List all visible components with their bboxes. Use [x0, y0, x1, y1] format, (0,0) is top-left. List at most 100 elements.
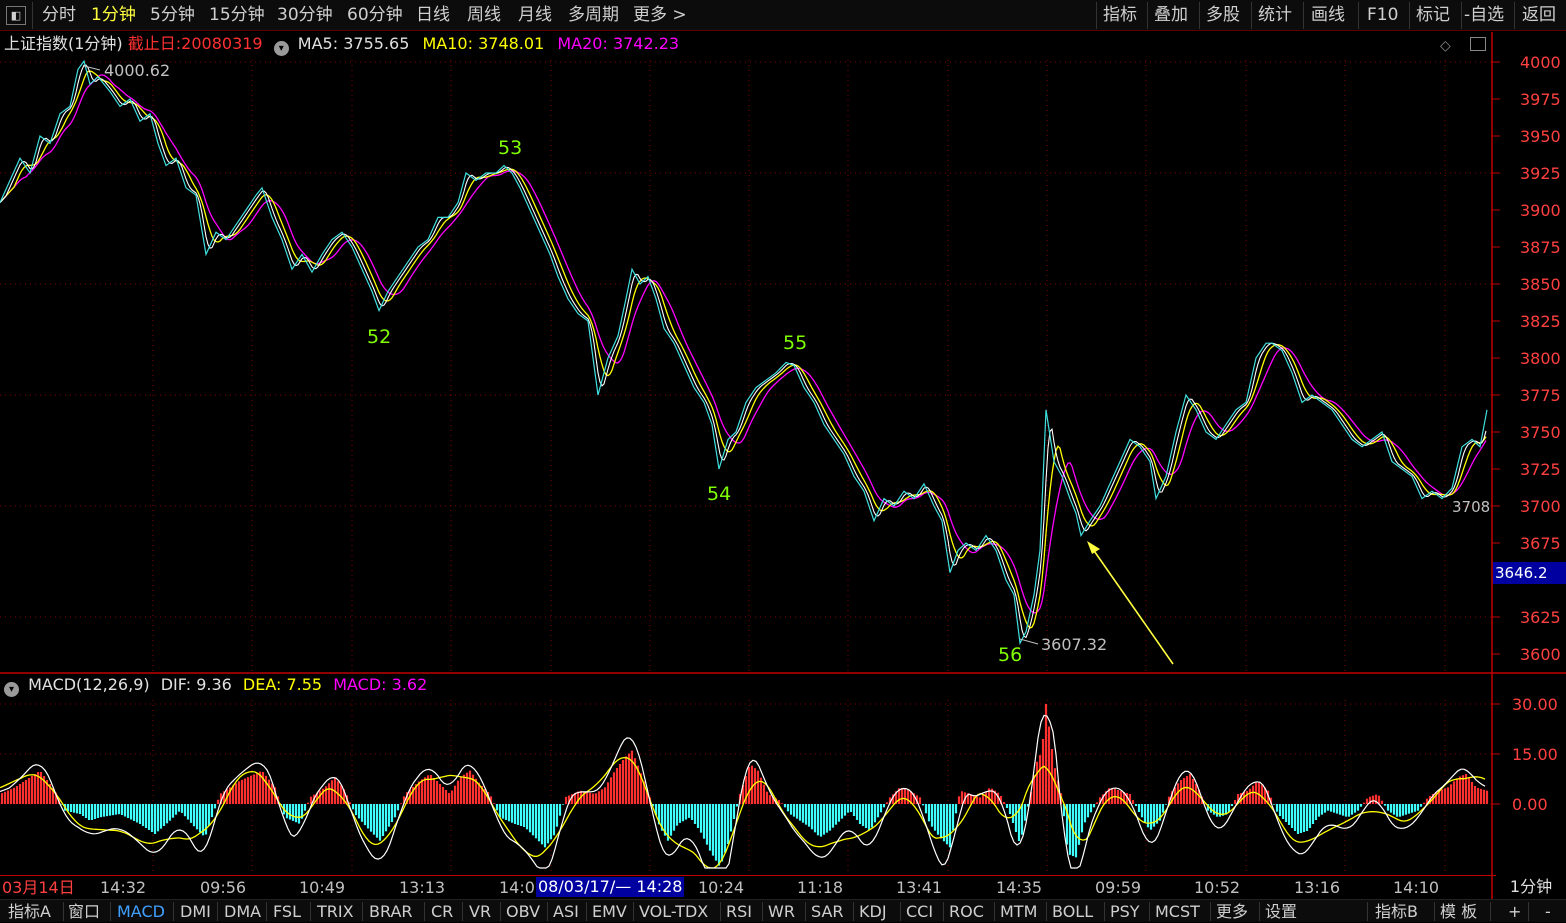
time-label: 03月14日: [2, 878, 75, 897]
ma20-label: MA20:: [557, 34, 608, 53]
annotation-arrowhead: [1087, 541, 1100, 554]
indicator-more[interactable]: 更多: [1216, 902, 1249, 921]
dea-line: [0, 756, 1486, 869]
indicator-b-tab[interactable]: 指标B: [1375, 902, 1418, 921]
overlay-button[interactable]: 叠加: [1154, 5, 1188, 25]
diamond-icon[interactable]: ◇: [1440, 38, 1451, 54]
indicator-fsl[interactable]: FSL: [273, 902, 301, 921]
macd-name: MACD(12,26,9): [28, 675, 150, 694]
macd-tick-label: 30.00: [1512, 695, 1558, 714]
tab-5min[interactable]: 5分钟: [150, 5, 195, 25]
indicator-obv[interactable]: OBV: [506, 902, 541, 921]
indicator-cci[interactable]: CCI: [906, 902, 934, 921]
price-tick-label: 3975: [1520, 90, 1561, 109]
tab-daily[interactable]: 日线: [416, 5, 450, 25]
tab-1min[interactable]: 1分钟: [91, 5, 136, 25]
time-label: 10:24: [698, 878, 745, 897]
price-tick-label: 3750: [1520, 423, 1561, 442]
mark-button[interactable]: 标记: [1416, 5, 1450, 25]
indicator-a-tab[interactable]: 指标A: [8, 902, 51, 921]
price-tick-label: 3775: [1520, 386, 1561, 405]
indicator-dmi[interactable]: DMI: [180, 902, 211, 921]
index-name: 上证指数(1分钟): [4, 34, 123, 53]
window-menu-icon[interactable]: ◧: [6, 6, 26, 25]
indicator-mtm[interactable]: MTM: [1000, 902, 1038, 921]
f10-button[interactable]: F10: [1367, 5, 1399, 25]
tab-multi-period[interactable]: 多周期: [568, 5, 619, 25]
indicator-trix[interactable]: TRIX: [317, 902, 354, 921]
time-label: 10:49: [299, 878, 346, 897]
indicator-kdj[interactable]: KDJ: [859, 902, 887, 921]
macd-tick-label: 0.00: [1512, 795, 1548, 814]
tab-weekly[interactable]: 周线: [467, 5, 501, 25]
indicator-mcst[interactable]: MCST: [1155, 902, 1200, 921]
time-label: 13:13: [399, 878, 446, 897]
current-price-tag: 3646.2: [1493, 562, 1566, 584]
ma5-value: 3755.65: [343, 34, 410, 53]
zoom-in-button[interactable]: +: [1508, 902, 1522, 921]
indicator-cr[interactable]: CR: [431, 902, 454, 921]
indicator-asi[interactable]: ASI: [553, 902, 579, 921]
ma10-label: MA10:: [422, 34, 473, 53]
panel-toggle-icon[interactable]: [1470, 37, 1486, 51]
draw-line-button[interactable]: 画线: [1311, 5, 1345, 25]
ma20-value: 3742.23: [612, 34, 680, 53]
price-tick-label: 3850: [1520, 275, 1561, 294]
period-label: 1分钟: [1496, 875, 1566, 899]
price-tick-label: 3825: [1520, 312, 1561, 331]
last-price-label: 3708: [1452, 498, 1490, 516]
price-tick-label: 3950: [1520, 127, 1561, 146]
tab-monthly[interactable]: 月线: [518, 5, 552, 25]
macd-value: 3.62: [391, 675, 428, 694]
indicator-wr[interactable]: WR: [768, 902, 795, 921]
dea-value: 7.55: [286, 675, 323, 694]
wave-label-55: 55: [783, 332, 807, 354]
ma20-line: [0, 74, 1487, 614]
statistics-button[interactable]: 统计: [1258, 5, 1292, 25]
window-tab[interactable]: 窗口: [68, 902, 101, 921]
indicator-dma[interactable]: DMA: [224, 902, 262, 921]
macd-label: MACD:: [333, 675, 387, 694]
indicator-emv[interactable]: EMV: [592, 902, 627, 921]
indicator-psy[interactable]: PSY: [1110, 902, 1140, 921]
indicator-brar[interactable]: BRAR: [369, 902, 413, 921]
indicator-macd[interactable]: MACD: [117, 902, 165, 921]
low-price-label: 3607.32: [1041, 635, 1107, 654]
indicator-bar: 指标A 窗口 MACD DMI DMA FSL TRIX BRAR CR VR …: [0, 899, 1566, 922]
settings-tab[interactable]: 设置: [1265, 902, 1298, 921]
indicator-rsi[interactable]: RSI: [726, 902, 752, 921]
time-label: 09:56: [200, 878, 247, 897]
price-tick-label: 3675: [1520, 534, 1561, 553]
macd-toggle-icon[interactable]: ▾: [4, 682, 19, 697]
price-tick-label: 3925: [1520, 164, 1561, 183]
wave-label-53: 53: [498, 137, 522, 159]
tab-15min[interactable]: 15分钟: [209, 5, 265, 25]
price-tick-label: 3875: [1520, 238, 1561, 257]
back-button[interactable]: 返回: [1522, 5, 1556, 25]
indicator-roc[interactable]: ROC: [949, 902, 984, 921]
tab-more[interactable]: 更多 >: [633, 5, 687, 25]
remove-favorite-button[interactable]: -自选: [1464, 5, 1505, 25]
indicator-button[interactable]: 指标: [1103, 5, 1137, 25]
price-tick-label: 3800: [1520, 349, 1561, 368]
multi-stock-button[interactable]: 多股: [1206, 5, 1240, 25]
time-label: 09:59: [1095, 878, 1142, 897]
indicator-boll[interactable]: BOLL: [1052, 902, 1094, 921]
template-tab[interactable]: 模 板: [1440, 902, 1478, 921]
indicator-vol-tdx[interactable]: VOL-TDX: [639, 902, 709, 921]
dif-line: [0, 714, 1486, 869]
zoom-out-button[interactable]: -: [1545, 902, 1551, 921]
time-label: 13:41: [896, 878, 943, 897]
low-pointer: [1019, 638, 1039, 645]
tab-60min[interactable]: 60分钟: [347, 5, 403, 25]
period-toolbar: ◧ 分时 1分钟 5分钟 15分钟 30分钟 60分钟 日线 周线 月线 多周期…: [0, 0, 1566, 31]
indicator-sar[interactable]: SAR: [811, 902, 844, 921]
annotations: 4000.62 3607.32 3708 53 52 55 54 56: [83, 61, 1490, 666]
tab-fenshi[interactable]: 分时: [42, 5, 76, 25]
axes: 4000 3975 3950 3925 3900 3875 3850 3825 3800 3775…: [0, 32, 1566, 899]
tab-30min[interactable]: 30分钟: [277, 5, 333, 25]
price-tick-label: 3625: [1520, 608, 1561, 627]
indicator-vr[interactable]: VR: [469, 902, 492, 921]
legend-toggle-icon[interactable]: ▾: [273, 41, 289, 56]
